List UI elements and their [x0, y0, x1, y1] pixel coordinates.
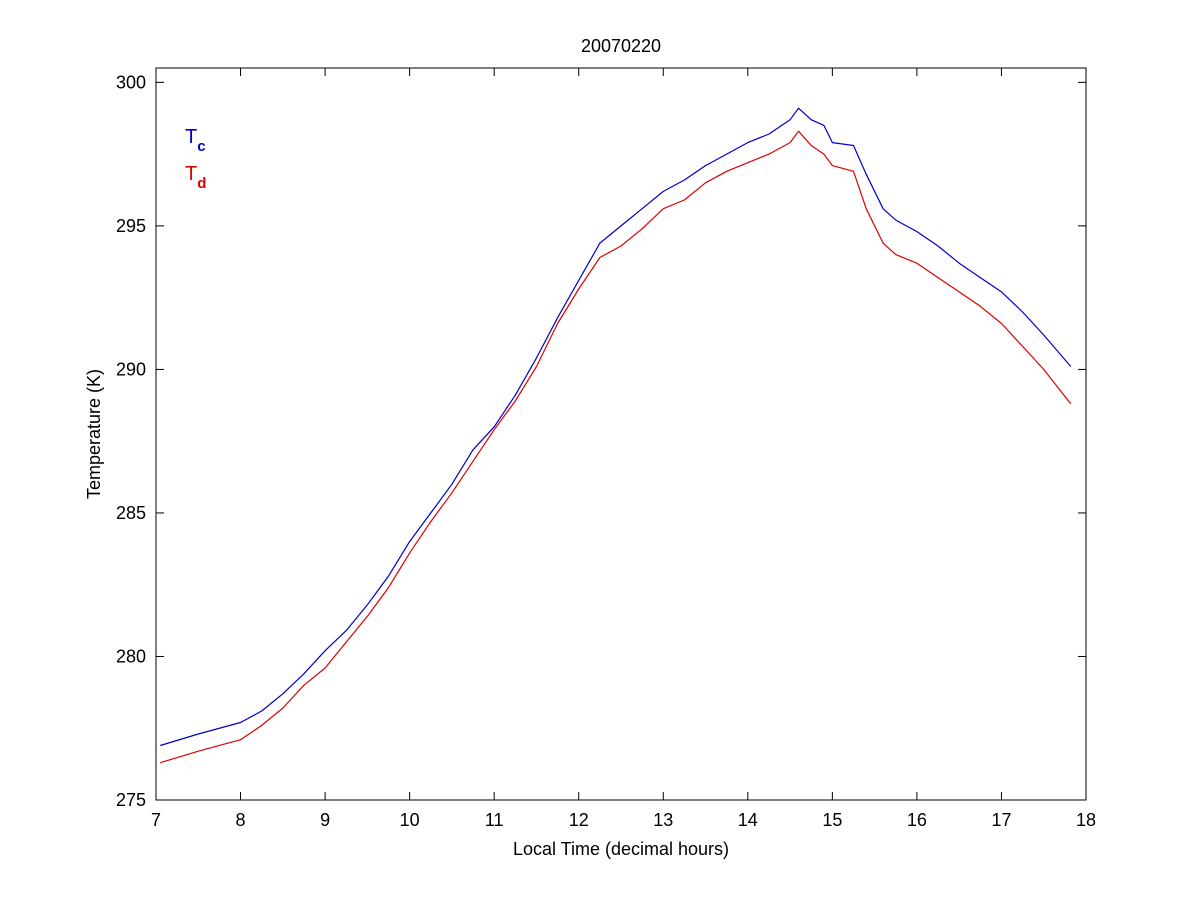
legend-tc-sub: c — [197, 138, 205, 155]
series-line-tc — [160, 107, 1072, 747]
x-tick-label: 16 — [907, 810, 927, 830]
x-tick-label: 9 — [320, 810, 330, 830]
x-tick-label: 8 — [236, 810, 246, 830]
y-tick-label: 280 — [116, 646, 146, 666]
x-tick-label: 13 — [653, 810, 673, 830]
y-tick-label: 290 — [116, 359, 146, 379]
x-tick-label: 10 — [400, 810, 420, 830]
y-ticks: 275 280 285 290 295 300 — [116, 72, 1086, 810]
legend-entry-tc: Tc — [185, 126, 206, 155]
y-axis-label: Temperature (K) — [84, 369, 104, 499]
chart-title: 20070220 — [581, 36, 661, 56]
legend-entry-td: Td — [185, 163, 206, 192]
legend-tc-main: T — [185, 126, 197, 148]
x-tick-label: 7 — [151, 810, 161, 830]
x-tick-label: 15 — [822, 810, 842, 830]
legend-td-main: T — [185, 163, 197, 185]
series-layer — [160, 107, 1072, 764]
y-tick-label: 275 — [116, 790, 146, 810]
x-tick-label: 14 — [738, 810, 758, 830]
plot-area — [156, 68, 1086, 800]
legend: Tc Td — [185, 126, 206, 192]
x-axis-label: Local Time (decimal hours) — [513, 839, 729, 859]
x-ticks: 7 8 9 10 11 12 13 14 15 16 17 18 — [151, 68, 1096, 830]
x-tick-label: 17 — [991, 810, 1011, 830]
axes-box — [155, 67, 1087, 801]
y-tick-label: 285 — [116, 503, 146, 523]
x-tick-label: 12 — [569, 810, 589, 830]
legend-td-sub: d — [197, 175, 206, 192]
y-tick-label: 295 — [116, 216, 146, 236]
series-line-td — [160, 130, 1072, 764]
y-tick-label: 300 — [116, 72, 146, 92]
x-tick-label: 11 — [485, 810, 504, 830]
x-tick-label: 18 — [1076, 810, 1096, 830]
